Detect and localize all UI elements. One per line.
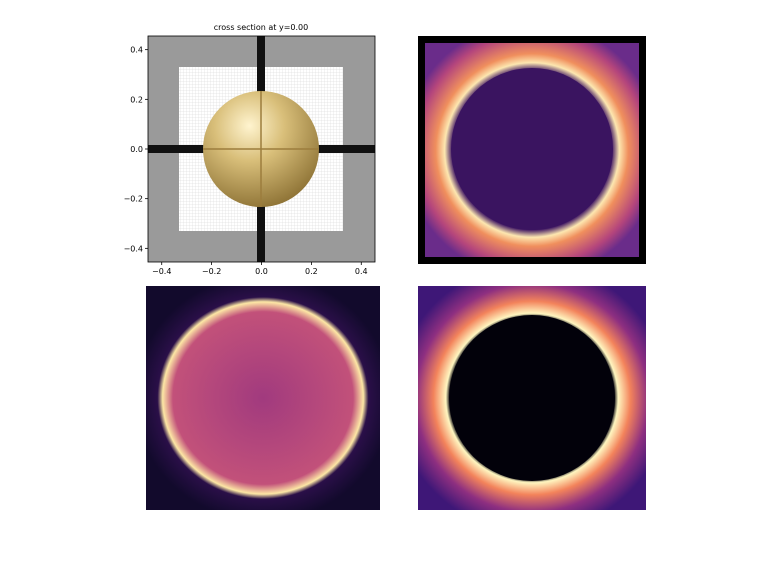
y-tick-label: 0.2 [130, 95, 143, 104]
y-tick-label: 0.4 [130, 46, 143, 55]
y-tick-label: −0.4 [124, 244, 143, 253]
x-tick-label: −0.4 [152, 267, 171, 276]
panel-title: cross section at y=0.00 [214, 23, 308, 32]
x-tick-label: 0.4 [355, 267, 368, 276]
heatmap-top-right [418, 36, 646, 264]
heatmap-core [451, 68, 613, 230]
sphere-seams [203, 91, 319, 207]
heatmap [146, 286, 380, 510]
y-tick-label: −0.2 [124, 195, 143, 204]
heatmap-bottom-left [146, 286, 380, 510]
cross-section-panel: cross section at y=0.00 [147, 23, 376, 263]
heatmap-core [449, 315, 615, 481]
x-tick-label: 0.0 [255, 267, 268, 276]
y-tick-label: 0.0 [130, 145, 143, 154]
x-tick-label: 0.2 [305, 267, 318, 276]
x-tick-label: −0.2 [202, 267, 221, 276]
heatmap-bottom-right [418, 286, 646, 510]
